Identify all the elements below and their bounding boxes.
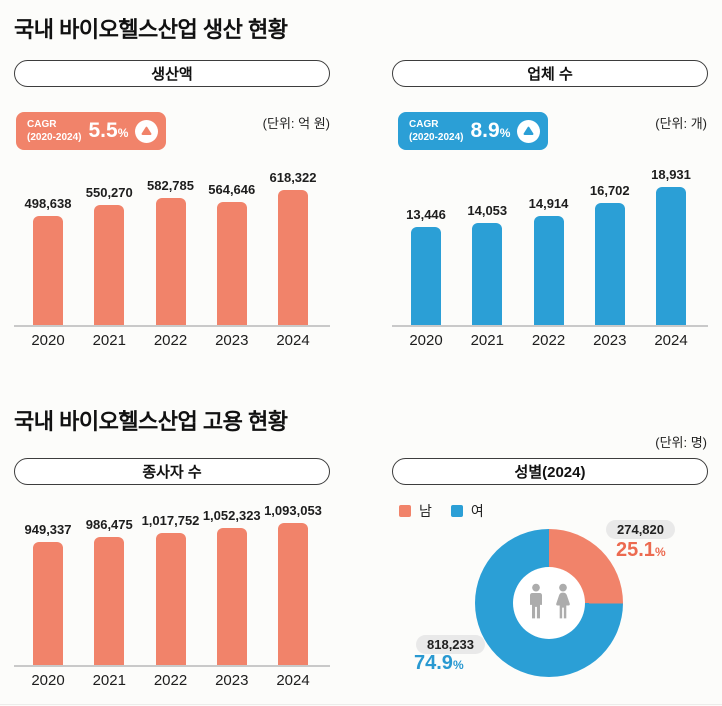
bar-value-label: 498,638 bbox=[24, 196, 72, 211]
bar-value-label: 14,053 bbox=[467, 203, 508, 218]
bar-2021 bbox=[94, 205, 125, 325]
female-icon bbox=[555, 583, 570, 619]
bar-2023 bbox=[216, 528, 247, 665]
bar-2023 bbox=[216, 202, 247, 325]
female-value-label: 818,233 bbox=[416, 635, 485, 654]
chart-title-employees: 종사자 수 bbox=[14, 458, 330, 485]
gender-donut-chart bbox=[475, 529, 623, 677]
up-arrow-icon bbox=[135, 119, 159, 143]
cagr-text: CAGR bbox=[409, 119, 439, 130]
x-axis-label: 2023 bbox=[593, 332, 627, 349]
bar-value-label: 1,052,323 bbox=[202, 508, 261, 523]
bar-2024 bbox=[278, 523, 308, 665]
x-axis-label: 2022 bbox=[153, 672, 188, 689]
x-axis-label: 2021 bbox=[470, 332, 504, 349]
legend-item-female: 여 bbox=[450, 501, 484, 521]
bar-value-label: 14,914 bbox=[528, 196, 569, 211]
female-color-swatch bbox=[450, 505, 463, 517]
bar-value-label: 13,446 bbox=[406, 207, 446, 222]
legend-label-male: 남 bbox=[419, 503, 432, 519]
unit-label-companies: (단위: 개) bbox=[655, 116, 707, 131]
cagr-badge-production: CAGR (2020-2024) 5.5% bbox=[16, 112, 167, 150]
bar-value-label: 618,322 bbox=[269, 170, 317, 185]
chart-title-gender: 성별(2024) bbox=[392, 458, 708, 485]
male-value-label: 274,820 bbox=[606, 520, 675, 539]
x-axis-label: 2021 bbox=[92, 672, 126, 689]
x-axis-label: 2020 bbox=[409, 332, 443, 349]
cagr-value-production: 5.5% bbox=[88, 119, 129, 142]
bottom-divider bbox=[0, 704, 722, 705]
x-axis-label: 2023 bbox=[215, 672, 249, 689]
bar-2020 bbox=[33, 542, 63, 665]
x-axis-label: 2024 bbox=[654, 332, 688, 349]
bar-2024 bbox=[656, 187, 686, 325]
legend-item-male: 남 bbox=[399, 501, 432, 521]
legend-label-female: 여 bbox=[470, 503, 484, 519]
up-arrow-icon bbox=[517, 119, 541, 143]
chart-title-companies: 업체 수 bbox=[392, 60, 708, 87]
companies-bar-chart: 13,446 2020 14,053 2021 14,914 2022 16,702 2023… bbox=[392, 167, 708, 349]
bar-value-label: 949,337 bbox=[24, 522, 72, 537]
bar-value-label: 1,017,752 bbox=[141, 513, 200, 528]
production-bar-chart: 498,638 2020 550,270 2021 582,785 2022 564,646… bbox=[14, 170, 330, 349]
cagr-label-companies: CAGR (2020-2024) bbox=[409, 118, 463, 144]
bar-2022 bbox=[155, 533, 186, 665]
x-axis-label: 2021 bbox=[92, 332, 126, 349]
male-percent-label: 25.1% bbox=[616, 539, 666, 561]
bar-value-label: 564,646 bbox=[208, 182, 256, 197]
bar-value-label: 986,475 bbox=[85, 517, 133, 532]
x-axis-label: 2020 bbox=[31, 672, 65, 689]
bar-value-label: 582,785 bbox=[147, 178, 194, 193]
male-icon bbox=[529, 583, 542, 619]
x-axis-label: 2022 bbox=[153, 332, 188, 349]
section2-title: 국내 바이오헬스산업 고용 현황 bbox=[14, 409, 288, 434]
employees-bar-chart: 949,337 2020 986,475 2021 1,017,752 2022 1,052… bbox=[14, 503, 330, 689]
bar-2021 bbox=[472, 223, 503, 325]
x-axis-label: 2020 bbox=[31, 332, 65, 349]
bar-2024 bbox=[278, 190, 308, 325]
x-axis-label: 2022 bbox=[531, 332, 566, 349]
bar-2022 bbox=[155, 198, 186, 325]
bar-2022 bbox=[533, 216, 564, 325]
bar-2020 bbox=[33, 216, 63, 325]
chart-title-production: 생산액 bbox=[14, 60, 330, 87]
section1-title: 국내 바이오헬스산업 생산 현황 bbox=[14, 17, 288, 42]
x-axis-label: 2024 bbox=[276, 332, 310, 349]
cagr-text: CAGR bbox=[27, 119, 57, 130]
bar-2020 bbox=[411, 227, 441, 325]
bar-value-label: 16,702 bbox=[589, 183, 630, 198]
x-axis-label: 2023 bbox=[215, 332, 249, 349]
cagr-period: (2020-2024) bbox=[27, 132, 82, 143]
bar-value-label: 550,270 bbox=[85, 185, 133, 200]
gender-legend: 남 여 bbox=[399, 501, 484, 521]
cagr-label-production: CAGR (2020-2024) bbox=[27, 118, 81, 144]
cagr-badge-companies: CAGR (2020-2024) 8.9% bbox=[398, 112, 549, 150]
cagr-value-companies: 8.9% bbox=[470, 119, 511, 142]
bar-value-label: 18,931 bbox=[651, 167, 691, 182]
unit-label-employment: (단위: 명) bbox=[655, 435, 707, 450]
cagr-period: (2020-2024) bbox=[409, 132, 464, 143]
unit-label-production: (단위: 억 원) bbox=[262, 116, 330, 131]
bar-2021 bbox=[94, 537, 125, 665]
male-color-swatch bbox=[399, 505, 411, 517]
x-axis-label: 2024 bbox=[276, 672, 310, 689]
female-percent-label: 74.9% bbox=[414, 652, 464, 674]
donut-center bbox=[513, 567, 585, 639]
bar-2023 bbox=[594, 203, 625, 325]
bar-value-label: 1,093,053 bbox=[264, 503, 322, 518]
